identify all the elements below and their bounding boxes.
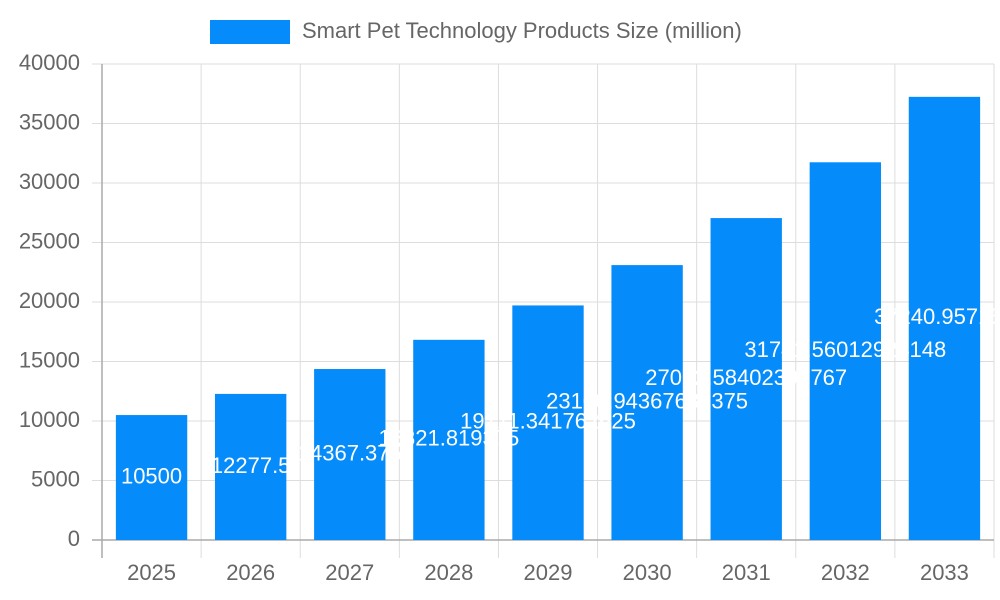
bar	[809, 162, 882, 540]
x-tick-label: 2032	[821, 560, 870, 585]
bar	[214, 393, 287, 540]
y-tick-label: 40000	[19, 50, 80, 75]
x-tick-label: 2025	[127, 560, 176, 585]
y-tick-label: 15000	[19, 347, 80, 372]
y-tick-label: 20000	[19, 288, 80, 313]
x-tick-label: 2033	[920, 560, 969, 585]
legend-label[interactable]: Smart Pet Technology Products Size (mill…	[302, 18, 742, 43]
y-tick-label: 35000	[19, 109, 80, 134]
x-tick-label: 2026	[226, 560, 275, 585]
y-tick-label: 30000	[19, 169, 80, 194]
bar	[115, 415, 188, 540]
value-label: 19711.341762625	[460, 409, 636, 434]
legend-swatch[interactable]	[210, 20, 290, 44]
value-label: 10500	[121, 463, 182, 488]
x-tick-label: 2031	[722, 560, 771, 585]
bar	[710, 218, 782, 540]
value-label: 23100.94367689375	[546, 388, 748, 413]
value-label: 16821.819375	[379, 426, 520, 451]
x-tick-label: 2029	[524, 560, 573, 585]
value-label: 12277.5	[211, 453, 291, 478]
value-label: 14367.375	[298, 440, 402, 465]
x-tick-label: 2027	[325, 560, 374, 585]
value-label: 37240.957152	[874, 304, 1000, 329]
bar	[908, 96, 981, 540]
y-tick-label: 25000	[19, 228, 80, 253]
y-tick-label: 5000	[31, 466, 80, 491]
x-tick-label: 2028	[424, 560, 473, 585]
y-tick-label: 10000	[19, 407, 80, 432]
bar	[314, 369, 386, 540]
y-tick-label: 0	[68, 526, 80, 551]
x-tick-label: 2030	[623, 560, 672, 585]
bar	[413, 339, 485, 540]
value-label: 27052.58402399767	[645, 365, 847, 390]
bar	[611, 265, 683, 540]
value-label: 31741.56012924148	[744, 337, 946, 362]
bar	[512, 305, 584, 540]
